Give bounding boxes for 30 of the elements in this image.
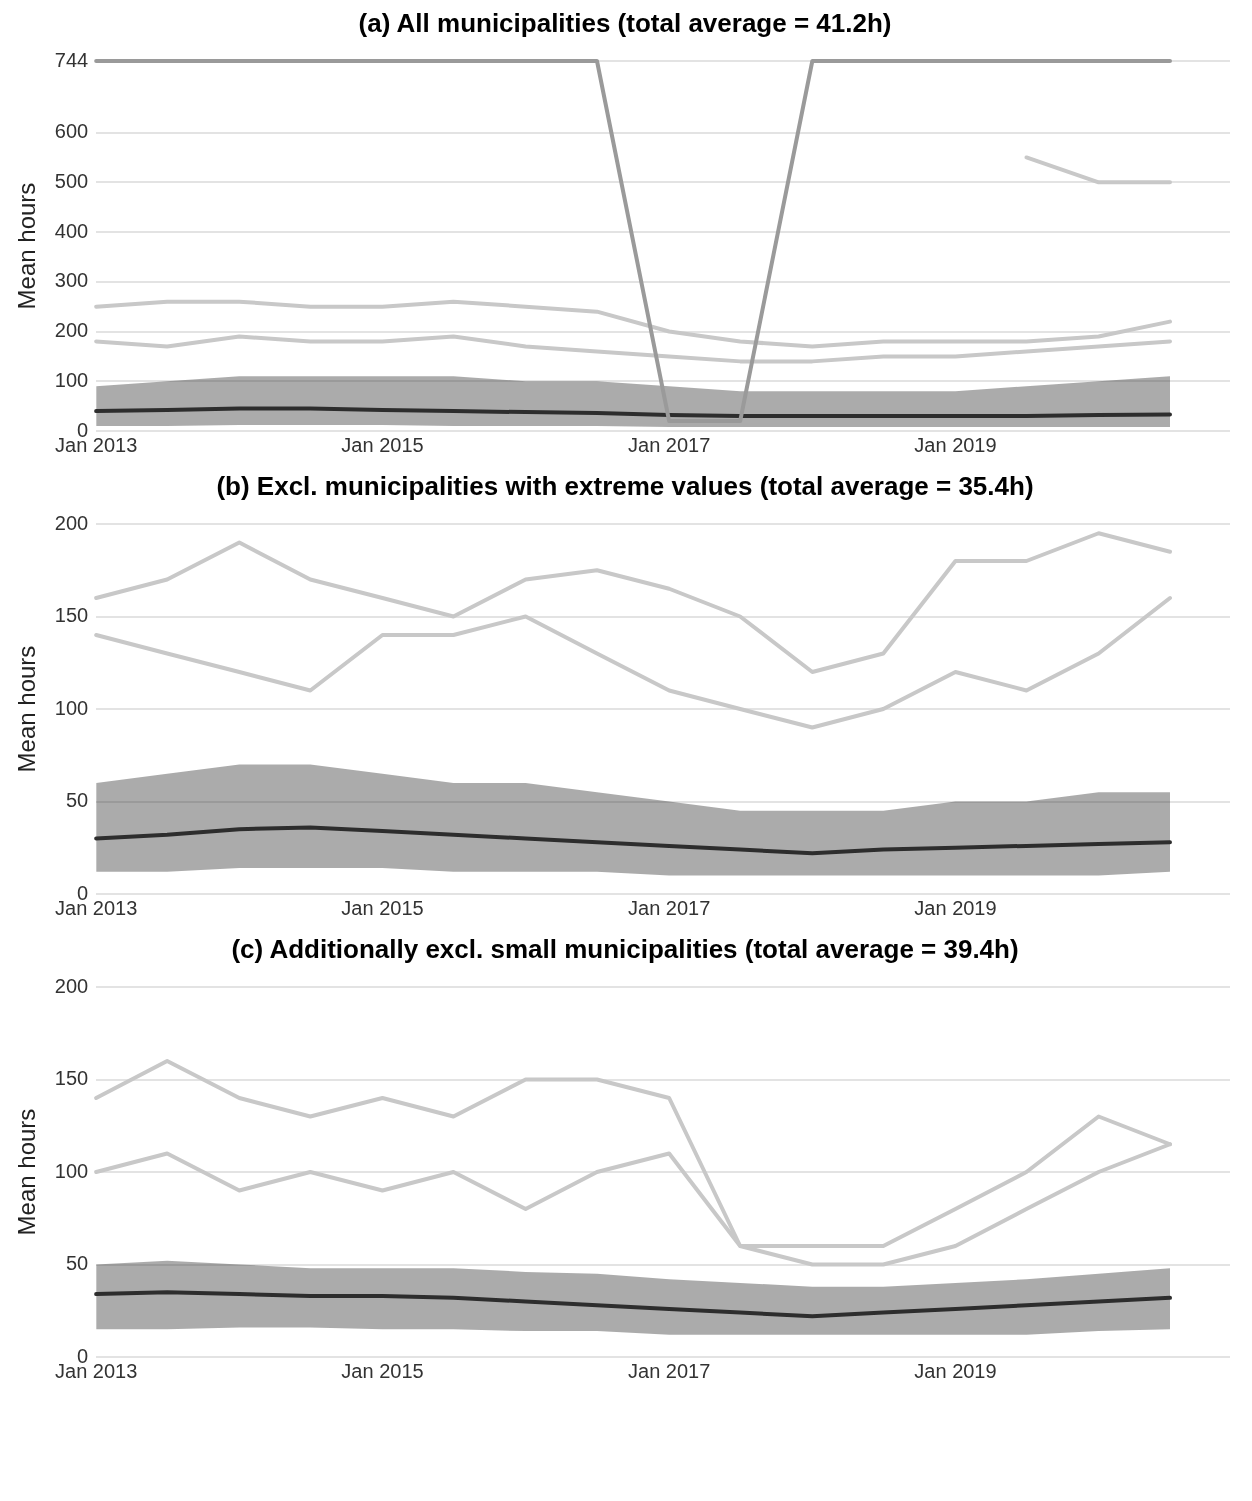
- x-tick-label: Jan 2019: [914, 433, 997, 456]
- x-tick-label: Jan 2015: [341, 1359, 424, 1382]
- x-tick-label: Jan 2017: [628, 1359, 711, 1382]
- y-tick-label: 150: [54, 604, 89, 627]
- y-tick-label: 400: [54, 219, 89, 242]
- x-tick-label: Jan 2017: [628, 433, 711, 456]
- y-tick-label: 600: [54, 120, 89, 143]
- y-tick-label: 744: [54, 48, 89, 71]
- y-tick-label: 50: [65, 1252, 89, 1275]
- chart-title: (a) All municipalities (total average = 41.2h): [357, 8, 893, 39]
- y-axis-title: Mean hours: [13, 182, 41, 310]
- x-tick-label: Jan 2015: [341, 896, 424, 919]
- y-tick-label: 100: [54, 1159, 89, 1182]
- y-tick-label: 200: [54, 511, 89, 534]
- chart-title: (c) Additionally excl. small municipalities (total average = 39.4h): [230, 934, 1020, 965]
- y-tick-label: 200: [54, 974, 89, 997]
- y-tick-label: 200: [54, 319, 89, 342]
- x-tick-label: Jan 2019: [914, 896, 997, 919]
- y-axis-title: Mean hours: [13, 1108, 41, 1236]
- x-tick-label: Jan 2015: [341, 433, 424, 456]
- y-tick-label: 150: [54, 1067, 89, 1090]
- chart-title: (b) Excl. municipalities with extreme values (total average = 35.4h): [215, 471, 1035, 502]
- y-tick-label: 100: [54, 696, 89, 719]
- x-tick-label: Jan 2017: [628, 896, 711, 919]
- y-tick-label: 300: [54, 269, 89, 292]
- y-tick-label: 100: [54, 368, 89, 391]
- y-axis-title: Mean hours: [13, 645, 41, 773]
- x-tick-label: Jan 2019: [914, 1359, 997, 1382]
- y-tick-label: 50: [65, 789, 89, 812]
- y-tick-label: 500: [54, 169, 89, 192]
